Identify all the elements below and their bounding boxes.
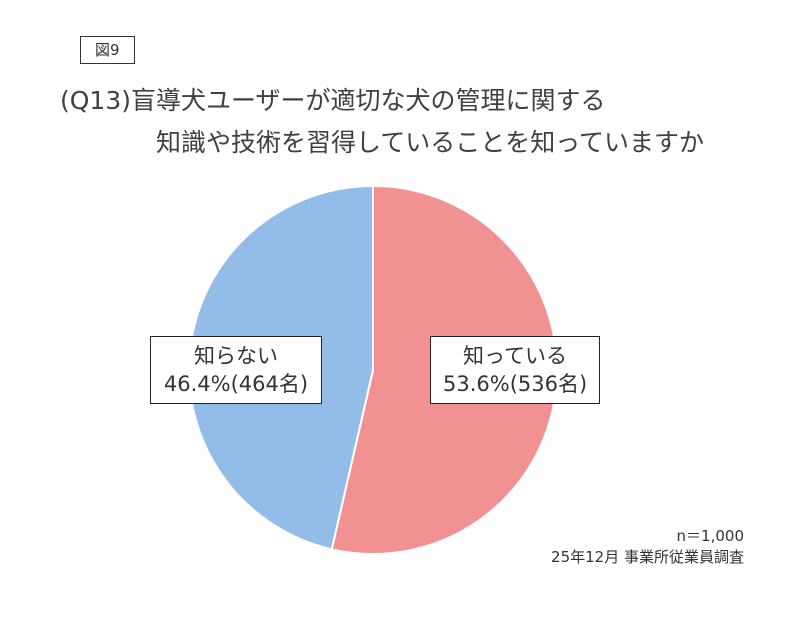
slice-label-aware-value: 53.6%(536名) [443, 372, 588, 396]
chart-title-line1: (Q13)盲導犬ユーザーが適切な犬の管理に関する [60, 86, 606, 115]
slice-label-unaware-value: 46.4%(464名) [163, 372, 309, 396]
figure-label: 図9 [80, 36, 135, 64]
footnote: n＝1,000 25年12月 事業所従業員調査 [551, 526, 744, 568]
survey-source: 25年12月 事業所従業員調査 [551, 548, 744, 566]
chart-title: (Q13)盲導犬ユーザーが適切な犬の管理に関する 知識や技術を習得していることを… [60, 80, 760, 164]
slice-label-unaware: 知らない 46.4%(464名) [150, 336, 322, 404]
slice-label-unaware-name: 知らない [194, 344, 278, 368]
sample-size: n＝1,000 [676, 527, 744, 545]
chart-title-line2: 知識や技術を習得していることを知っていますか [156, 128, 705, 157]
slice-label-aware-name: 知っている [463, 344, 567, 368]
slice-label-aware: 知っている 53.6%(536名) [430, 336, 600, 404]
